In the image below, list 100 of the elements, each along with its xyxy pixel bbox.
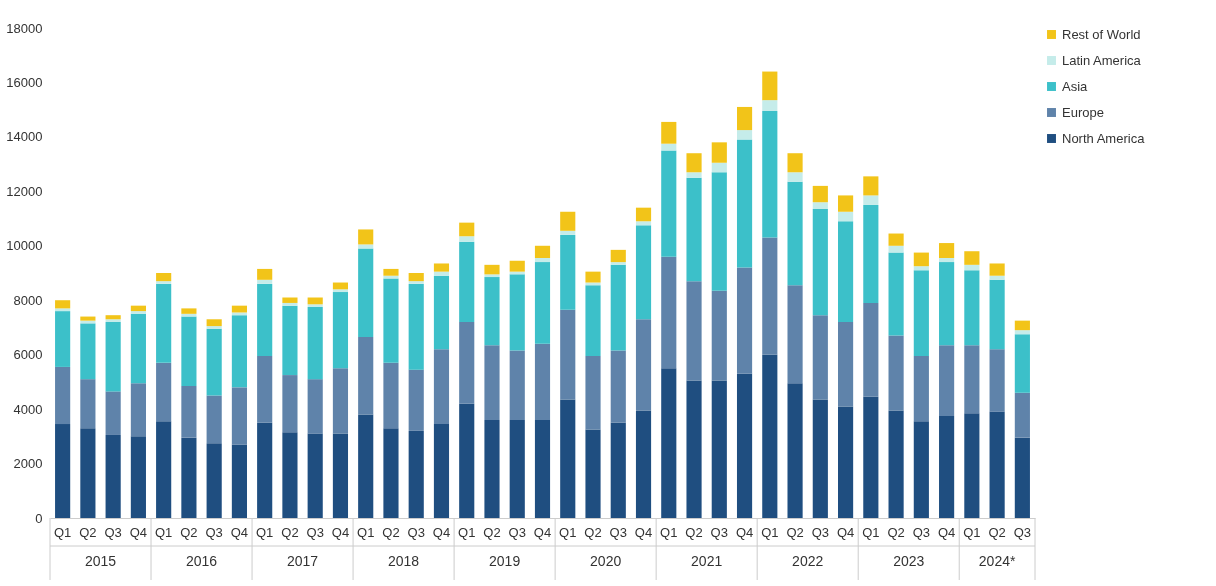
bar [711, 380, 727, 518]
x-tick-label: Q1 [154, 525, 173, 540]
bar [863, 302, 879, 397]
bar [610, 249, 626, 263]
text: 2017 [286, 553, 319, 569]
bar [913, 252, 929, 267]
bar [459, 322, 475, 404]
bar [156, 281, 172, 284]
bar [913, 266, 929, 271]
legend-label: Asia [1062, 78, 1089, 94]
bar [459, 236, 475, 242]
bar [181, 316, 197, 386]
bar [585, 429, 601, 518]
bar [156, 421, 172, 518]
x-tick-label: Q3 [104, 525, 122, 540]
bar [105, 315, 121, 320]
bar [560, 211, 576, 231]
bar [661, 256, 677, 369]
bar [408, 283, 424, 370]
bar [55, 300, 71, 309]
bar [635, 410, 652, 518]
bar [939, 262, 955, 346]
bar [1014, 437, 1030, 518]
bar [686, 153, 702, 173]
bar [838, 195, 854, 212]
bar [206, 443, 222, 518]
bar [888, 233, 904, 246]
bar [964, 270, 980, 346]
bar [257, 268, 273, 280]
text: 2023 [893, 553, 925, 569]
legend-label: Rest of World [1062, 26, 1141, 42]
text: 2022 [792, 553, 824, 569]
bar [711, 142, 727, 163]
bar [736, 106, 753, 131]
x-tick-label: Q2 [685, 525, 703, 540]
x-tick-label: Q2 [988, 525, 1006, 540]
bar [863, 195, 879, 205]
bar [231, 444, 247, 518]
bar [762, 71, 778, 101]
bar [711, 162, 727, 173]
bar [358, 336, 374, 415]
bar [383, 278, 399, 363]
bar [939, 415, 955, 518]
bar [812, 185, 828, 203]
text: 2016 [185, 553, 218, 569]
bar [509, 350, 525, 420]
bar [838, 322, 854, 407]
bar [282, 302, 298, 306]
bar [332, 289, 349, 293]
bar [610, 262, 626, 265]
bar [989, 279, 1005, 350]
x-tick-label: Q2 [483, 525, 501, 540]
bar [1014, 330, 1030, 335]
bar [560, 399, 576, 518]
bar [358, 414, 374, 518]
y-tick-label: 4000 [13, 401, 43, 417]
bar [307, 304, 323, 308]
x-tick-label: Q2 [382, 525, 400, 540]
bar [711, 290, 727, 381]
bar [206, 328, 222, 396]
bar [913, 356, 929, 422]
bar [231, 312, 247, 316]
bar [838, 211, 854, 222]
bar [787, 285, 803, 384]
x-tick-label: Q1 [256, 525, 274, 540]
x-tick-label: Q1 [53, 525, 72, 540]
bar [560, 234, 576, 310]
bar [105, 391, 121, 435]
bar [762, 111, 778, 238]
bar [534, 245, 551, 259]
bar [989, 411, 1005, 518]
bar [307, 433, 323, 518]
x-tick-label: Q3 [306, 525, 324, 540]
bar [888, 252, 904, 336]
bar [964, 345, 980, 414]
x-tick-label: Q2 [584, 525, 602, 540]
bar [610, 264, 626, 351]
bar [282, 375, 298, 433]
bar [181, 385, 197, 438]
x-tick-label: Q4 [129, 525, 148, 540]
bar [964, 264, 980, 271]
bar [812, 399, 828, 518]
bar [358, 244, 374, 249]
bar [560, 230, 576, 235]
bar [181, 437, 197, 518]
bar [762, 237, 778, 355]
bar [156, 273, 172, 282]
bar [433, 275, 450, 350]
bar [560, 309, 576, 400]
bar [635, 319, 652, 411]
y-tick-label: 14000 [6, 129, 43, 145]
y-tick-label: 8000 [13, 292, 43, 308]
bar [105, 319, 121, 322]
bar [686, 380, 702, 518]
bar [812, 202, 828, 210]
bar [939, 258, 955, 263]
text: 2020 [590, 553, 622, 569]
legend-label: Europe [1062, 104, 1104, 120]
x-tick-label: Q3 [710, 525, 728, 540]
bar [231, 387, 247, 445]
